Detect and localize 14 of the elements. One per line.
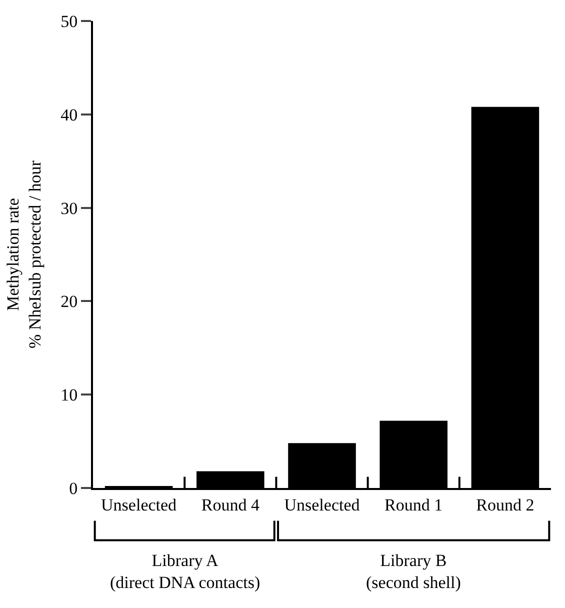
x-tick-label: Round 2 [476,495,534,514]
y-tick-label: 30 [60,198,78,218]
y-tick-label: 10 [60,386,78,405]
x-tick-label: Round 4 [201,495,260,514]
x-tick-label: Unselected [101,495,178,514]
x-tick-label: Round 1 [384,495,443,514]
y-tick-label: 20 [60,292,78,312]
text: Library A (direct DNA contacts) [110,551,260,592]
y-axis-title: Methylation rate % NheIsub protected / hour [4,160,45,348]
text: Library B (second shell) [366,551,461,592]
y-tick-label: 0 [69,478,78,498]
y-tick-label: 50 [60,12,78,31]
y-tick-label: 40 [60,105,78,124]
x-tick-label: Unselected [284,495,360,514]
